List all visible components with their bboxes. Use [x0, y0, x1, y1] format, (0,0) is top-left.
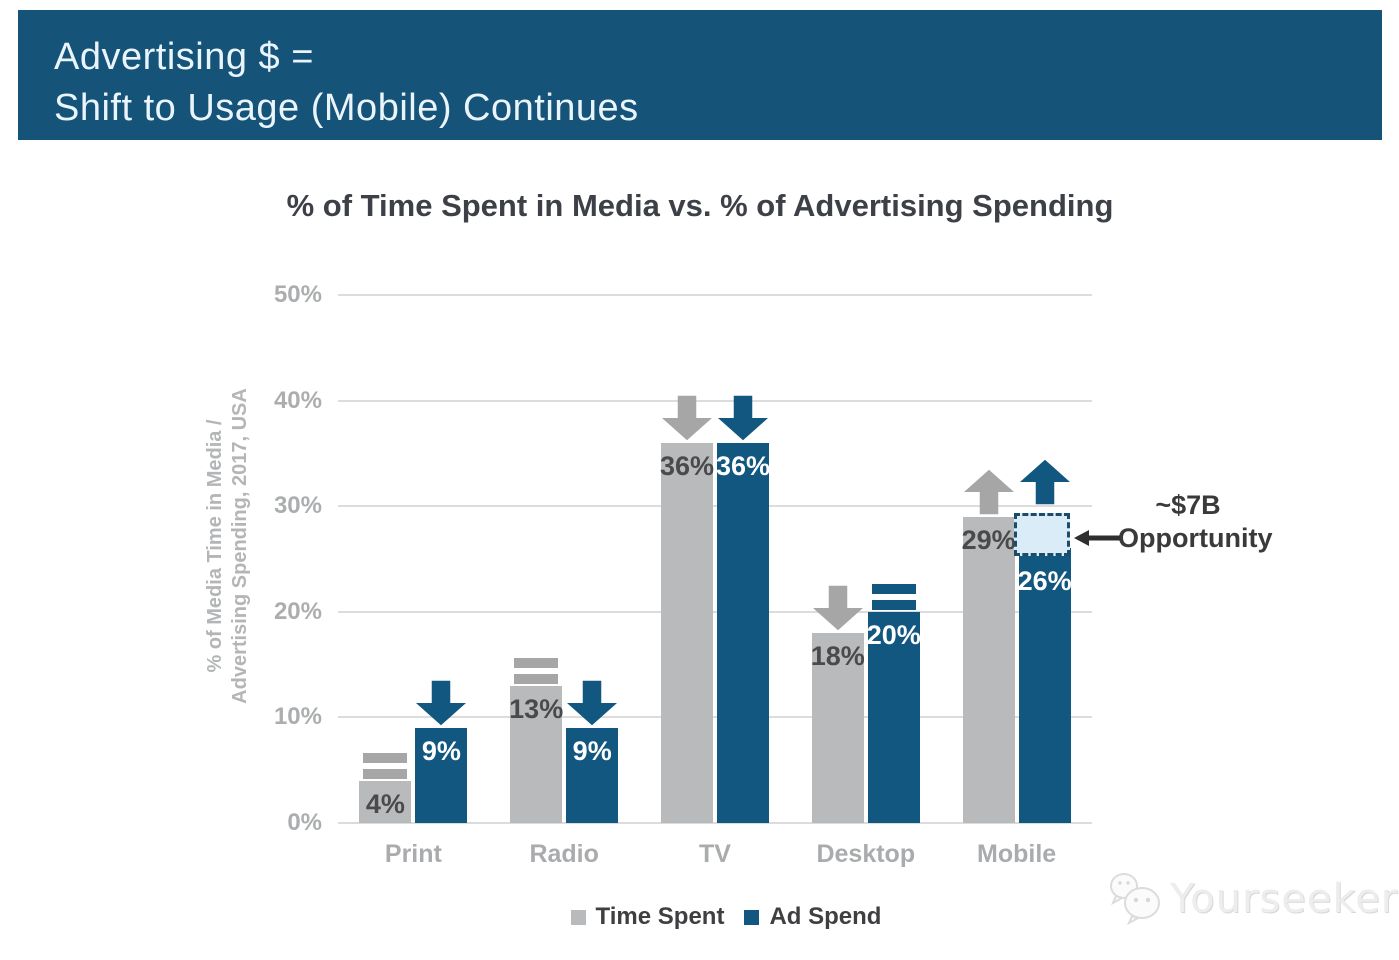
bar-value-label-print-ad-spend: 9%: [421, 735, 461, 766]
trend-flat-icon: [514, 657, 559, 684]
y-tick-label: 30%: [273, 492, 322, 520]
trend-down-icon: [567, 680, 618, 726]
legend-item-ad-spend: Ad Spend: [744, 903, 881, 931]
x-category-label: Print: [384, 840, 442, 868]
bar-value-label-desktop-time-spent: 18%: [810, 640, 865, 671]
bar-print-ad-spend: [415, 727, 468, 823]
y-tick-label: 10%: [273, 703, 322, 731]
y-tick-label: 40%: [273, 386, 322, 414]
gridline: [338, 822, 1092, 824]
bar-value-label-tv-time-spent: 36%: [659, 450, 715, 481]
bar-mobile-time-spent: [962, 516, 1015, 823]
trend-down-icon: [416, 680, 467, 726]
y-tick-label: 20%: [273, 597, 322, 625]
bar-radio-time-spent: [510, 685, 563, 823]
y-tick-label: 50%: [273, 281, 322, 308]
bar-value-label-mobile-time-spent: 29%: [961, 524, 1016, 555]
bar-print-time-spent: [359, 780, 412, 823]
legend-label-ad-spend: Ad Spend: [769, 903, 882, 930]
bar-value-label-radio-time-spent: 13%: [509, 693, 564, 724]
annotation-line2: Opportunity: [1118, 523, 1273, 553]
trend-down-icon: [718, 395, 768, 441]
trend-up-icon: [1019, 459, 1070, 505]
x-category-label: Mobile: [977, 840, 1057, 868]
chart-title: % of Time Spent in Media vs. % of Advert…: [286, 188, 1114, 223]
ad-spend-swatch-icon: [744, 909, 760, 925]
gridline: [338, 505, 1092, 508]
trend-flat-icon: [363, 752, 408, 779]
bar-tv-ad-spend: [717, 442, 769, 823]
watermark: Yourseeker: [1108, 870, 1398, 928]
slide-title: Advertising $ = Shift to Usage (Mobile) …: [54, 32, 639, 134]
yourseeker-chat-bubbles-logo-icon: [1110, 873, 1160, 926]
gridline: [338, 399, 1092, 402]
legend-item-time-spent: Time Spent: [570, 903, 725, 931]
bar-value-label-tv-ad-spend: 36%: [715, 450, 771, 481]
opportunity-annotation: ~$7B Opportunity: [1118, 489, 1273, 555]
annotation-line1: ~$7B: [1155, 490, 1221, 520]
bar-radio-ad-spend: [566, 727, 619, 823]
trend-down-icon: [662, 395, 712, 441]
trend-down-icon: [812, 585, 863, 631]
trend-flat-icon: [871, 583, 916, 610]
slide-title-line2: Shift to Usage (Mobile) Continues: [54, 87, 639, 129]
slide-title-line1: Advertising $ =: [54, 36, 314, 78]
gridline: [338, 716, 1092, 719]
left-arrow-icon: [1074, 530, 1120, 546]
time-spent-swatch-icon: [570, 909, 586, 925]
y-tick-label: 0%: [287, 809, 322, 836]
bar-value-label-mobile-ad-spend: 26%: [1017, 566, 1072, 597]
legend: Time Spent Ad Spend: [430, 903, 1022, 931]
trend-up-icon: [963, 469, 1014, 515]
bar-mobile-ad-spend: [1018, 548, 1071, 823]
bar-desktop-time-spent: [811, 632, 864, 823]
bar-desktop-ad-spend: [867, 611, 920, 823]
bar-tv-time-spent: [661, 442, 713, 823]
slide-header: Advertising $ = Shift to Usage (Mobile) …: [18, 10, 1382, 140]
gridline: [338, 294, 1092, 296]
bar-value-label-radio-ad-spend: 9%: [572, 735, 612, 766]
bar-value-label-desktop-ad-spend: 20%: [866, 619, 921, 650]
gridline: [338, 610, 1092, 613]
watermark-text: Yourseeker: [1170, 876, 1399, 922]
opportunity-gap-box: [1013, 512, 1070, 557]
x-category-label: Desktop: [816, 840, 916, 868]
x-category-label: TV: [699, 840, 731, 868]
legend-label-time-spent: Time Spent: [595, 903, 725, 930]
x-category-label: Radio: [529, 840, 599, 868]
bar-value-label-print-time-spent: 4%: [365, 788, 405, 819]
